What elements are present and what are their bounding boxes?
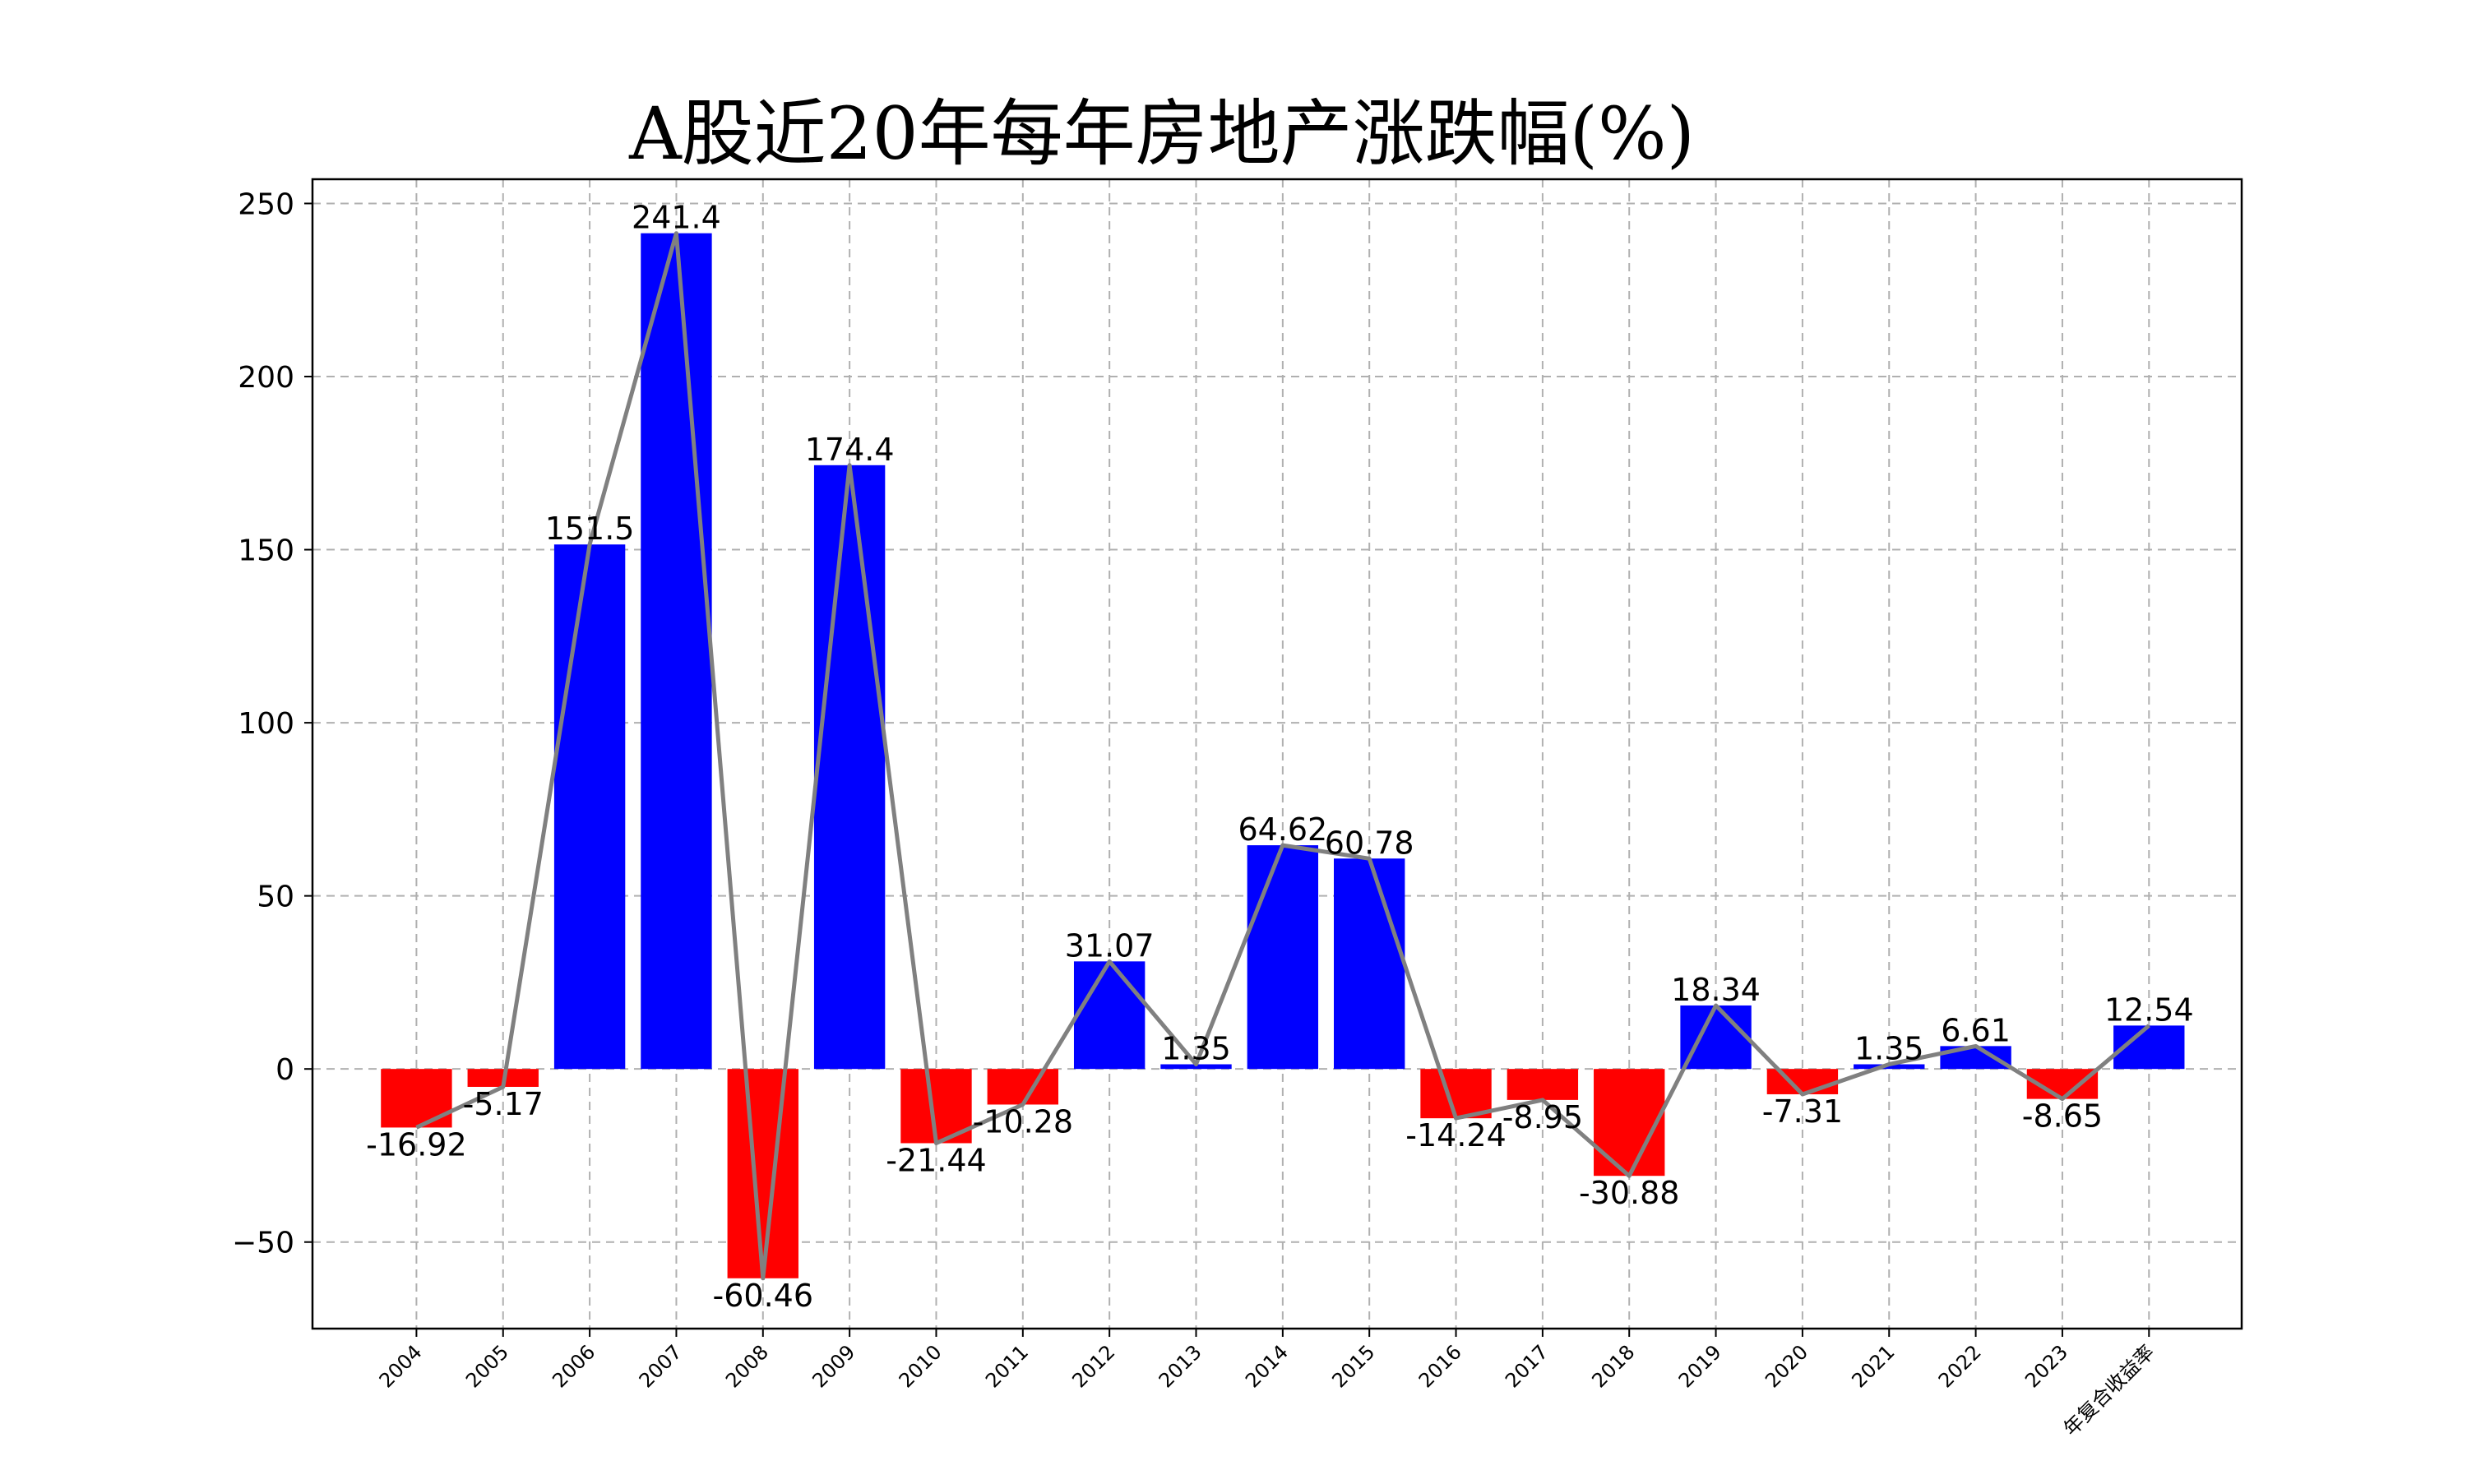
data-label: -16.92 [366,1126,467,1163]
data-label: -10.28 [973,1103,1074,1140]
x-tick-label: 2014 [1241,1340,1293,1392]
bar [1594,1069,1665,1177]
x-tick-label: 2016 [1414,1340,1466,1392]
x-tick-label: 2013 [1155,1340,1206,1392]
y-tick-label: 200 [238,361,294,395]
data-label: -8.65 [2022,1098,2103,1135]
x-tick-label: 2005 [461,1340,513,1392]
x-tick-label: 2009 [808,1340,859,1392]
bar [641,233,712,1070]
line-layer [415,231,2150,1281]
data-label: 60.78 [1325,825,1414,861]
x-tick-label: 2022 [1934,1340,1986,1392]
bar [813,465,886,1070]
y-tick-label: 100 [238,707,294,741]
bar [553,544,626,1070]
x-tick-label: 2006 [548,1340,599,1392]
bar [1247,845,1319,1070]
x-tick-label: 2020 [1761,1340,1812,1392]
series-line [415,231,2150,1281]
data-label: 64.62 [1238,811,1327,848]
axes-layer: −50 0 50 100 150 200 250 2004 2005 2006 2007 2008 20… [232,178,2243,1440]
bar [1766,1069,1839,1094]
data-label: -60.46 [713,1278,814,1314]
plot-frame [311,178,2243,1330]
bar [1854,1064,1925,1070]
data-label: 31.07 [1065,927,1155,964]
x-tick-label: 2019 [1674,1340,1726,1392]
bars-layer [381,233,2185,1278]
bar [1680,1005,1752,1070]
x-tick-label: 2012 [1067,1340,1119,1392]
x-tick-label: 2008 [721,1340,773,1392]
data-label: 241.4 [632,200,721,236]
y-tick-label: 150 [238,534,294,568]
y-tick-label: −50 [232,1227,294,1260]
y-tick-label: 250 [238,187,294,221]
bar [727,1069,798,1278]
data-label: -30.88 [1579,1175,1680,1211]
x-tick-label: 2015 [1327,1340,1379,1392]
data-label: 174.4 [805,432,895,468]
data-label: 1.35 [1161,1031,1231,1067]
x-tick-label: 年复合收益率 [2059,1340,2159,1440]
x-tick-label: 2018 [1587,1340,1639,1392]
x-tick-label: 2007 [635,1340,687,1392]
bar [1420,1069,1492,1119]
bar [1160,1064,1232,1070]
data-labels-layer: -16.92-5.17151.5241.4-60.46174.4-21.44-1… [366,200,2194,1314]
data-label: -7.31 [1762,1093,1843,1130]
data-label: 18.34 [1671,972,1761,1008]
data-label: -21.44 [886,1142,987,1178]
data-label: -5.17 [463,1086,544,1122]
bar [381,1069,452,1128]
x-tick-label: 2021 [1848,1340,1900,1392]
x-tick-label: 2023 [2020,1340,2072,1392]
bar [1334,858,1405,1070]
data-label: 6.61 [1941,1012,2011,1048]
data-label: 12.54 [2104,992,2194,1028]
x-tick-label: 2010 [895,1340,947,1392]
y-tick-label: 0 [275,1053,294,1087]
data-label: 1.35 [1854,1031,1924,1067]
x-tick-label: 2017 [1501,1340,1553,1392]
data-label: -8.95 [1502,1099,1583,1135]
chart-title: A股近20年每年房地产涨跌幅(%) [628,91,1695,176]
x-tick-label: 2004 [375,1340,427,1392]
x-tick-label: 2011 [981,1340,1033,1392]
bar [1507,1069,1579,1100]
bar [1073,961,1146,1070]
data-label: -14.24 [1405,1117,1507,1153]
bar [987,1069,1059,1105]
data-label: 151.5 [545,511,635,547]
y-tick-label: 50 [257,881,294,914]
